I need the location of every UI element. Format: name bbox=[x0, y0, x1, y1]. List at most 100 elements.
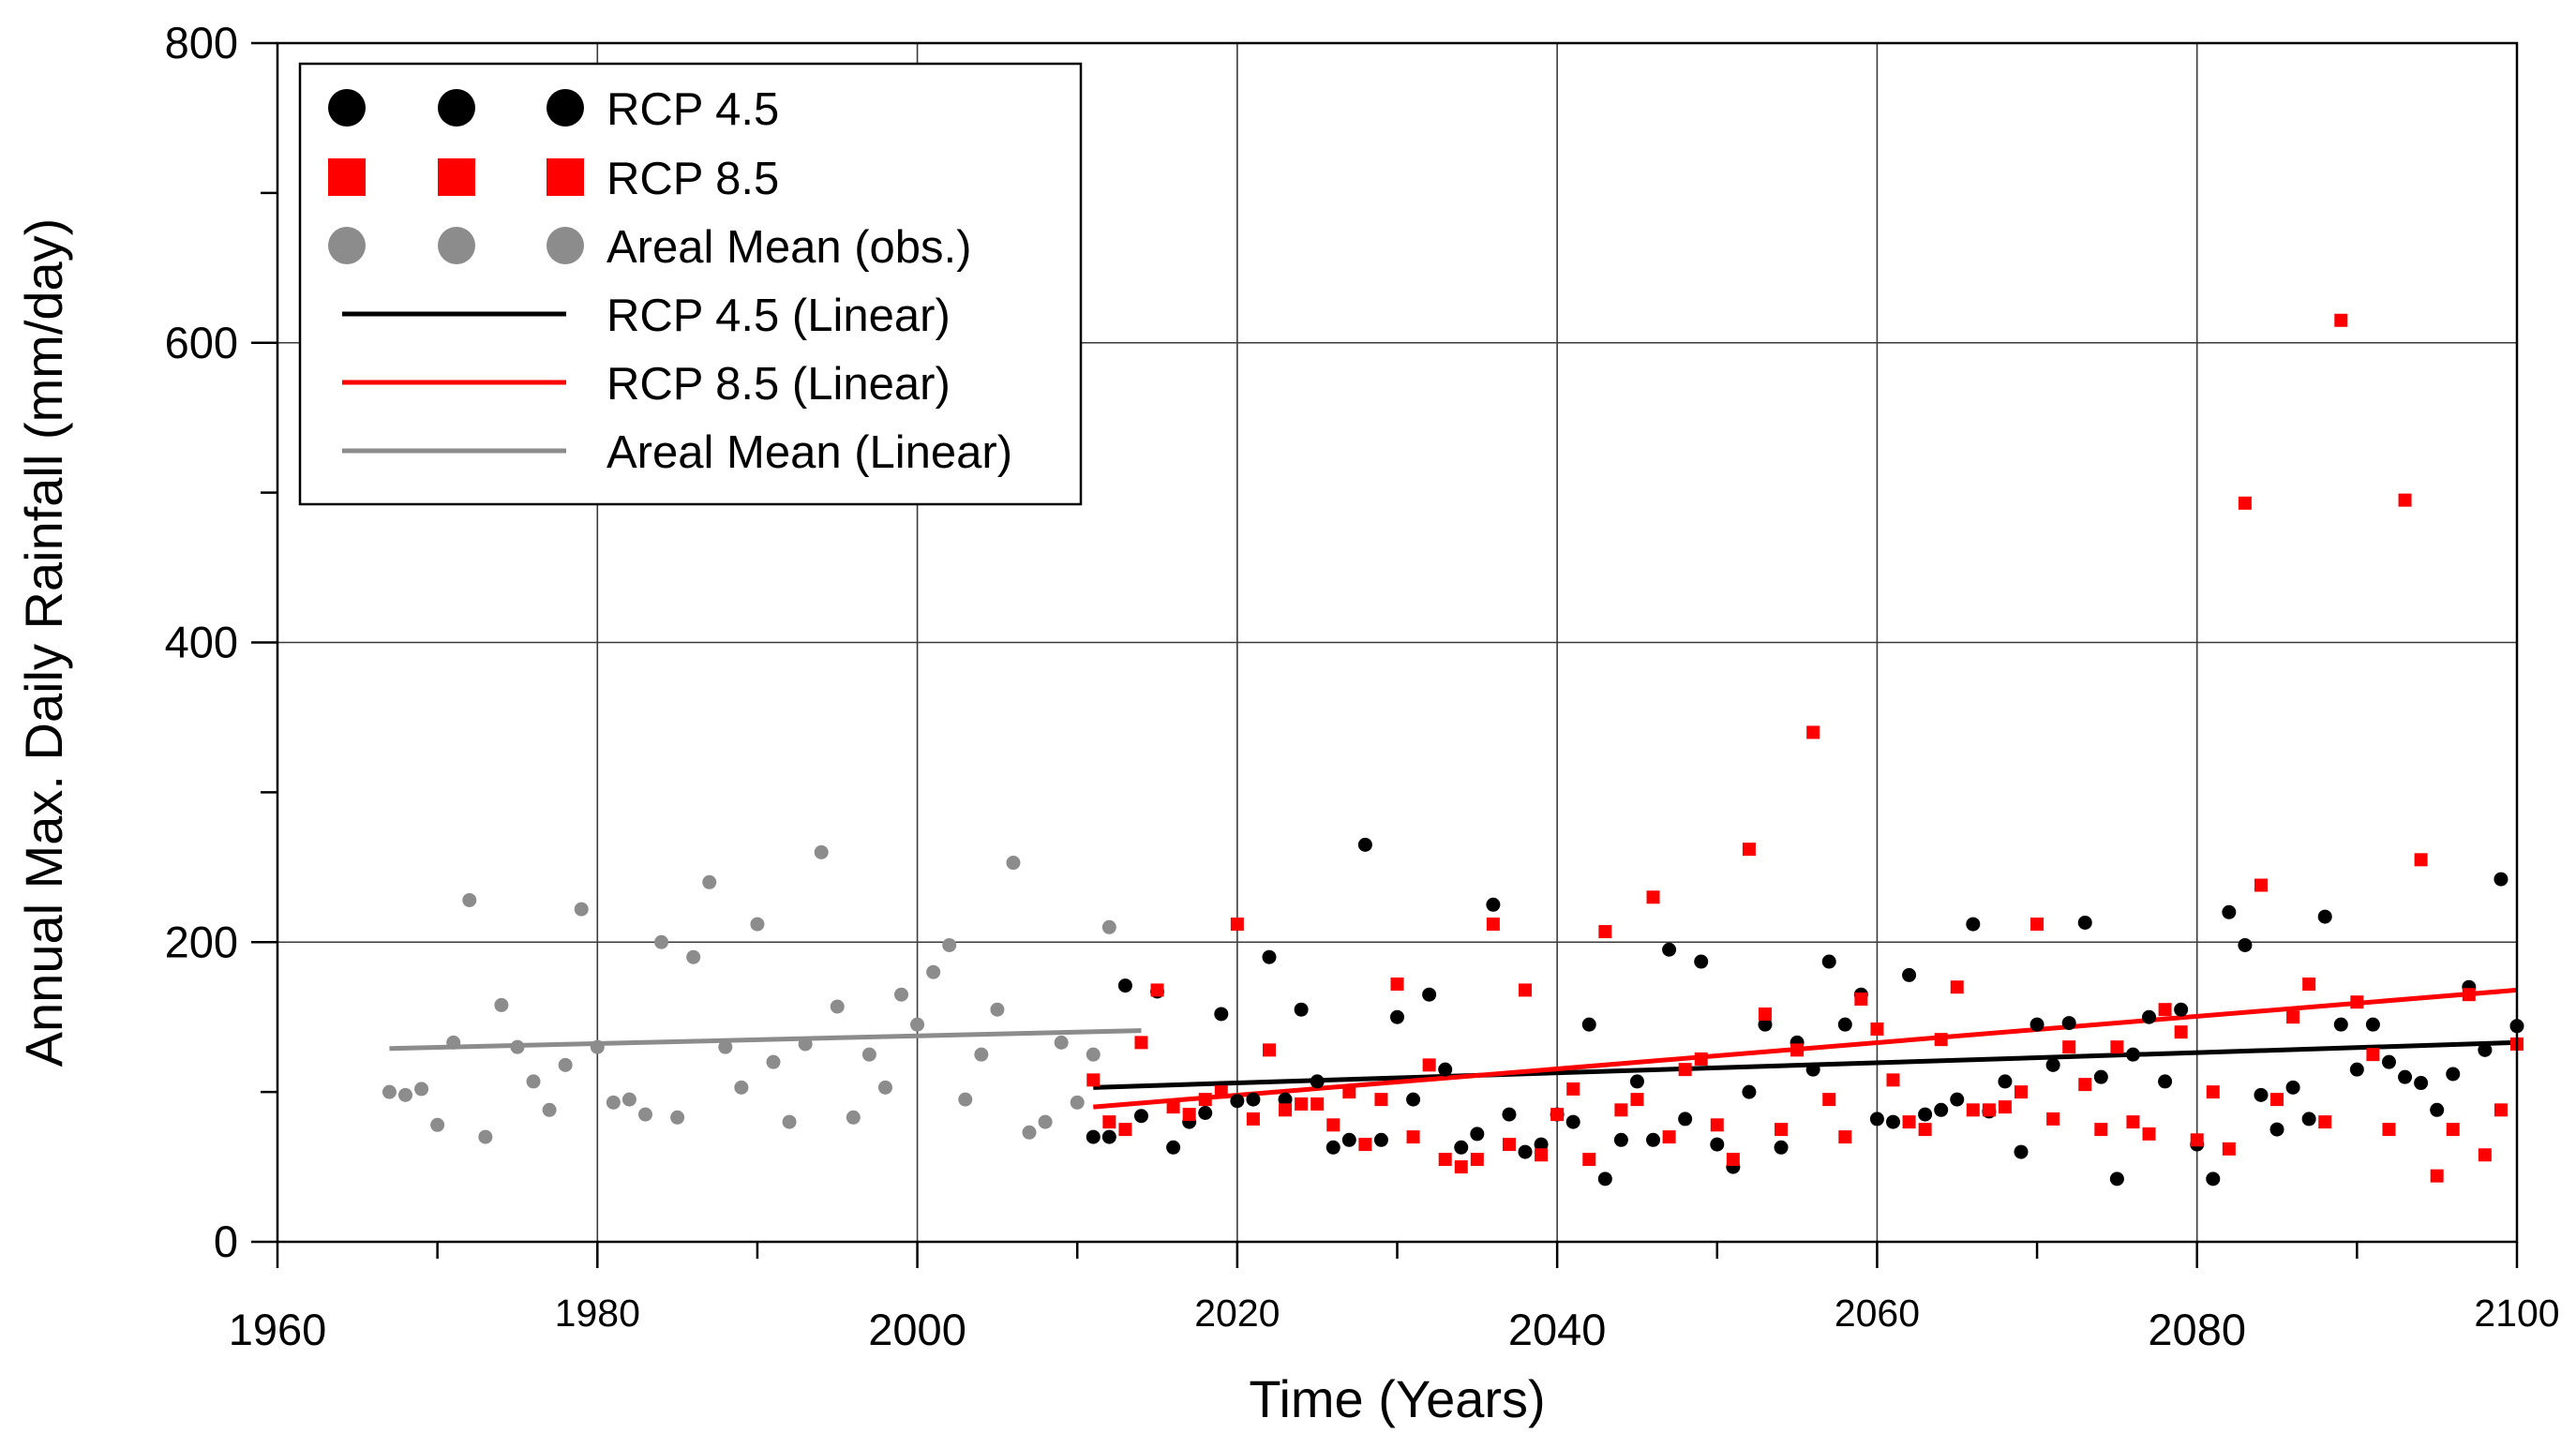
rcp-8-5-point-2084 bbox=[2254, 878, 2268, 892]
rcp-8-5-point-2035 bbox=[1470, 1153, 1484, 1167]
areal-mean-obs-point-1998 bbox=[877, 1080, 892, 1095]
areal-mean-obs-point-1967 bbox=[382, 1084, 397, 1099]
legend-label-rcp85-linear: RCP 8.5 (Linear) bbox=[607, 359, 951, 410]
rcp-8-5-point-2042 bbox=[1582, 1153, 1596, 1167]
rcp-8-5-point-2052 bbox=[1742, 843, 1756, 857]
rcp-8-5-point-2055 bbox=[1790, 1043, 1805, 1057]
legend-entry-areal-mean-obs bbox=[328, 227, 584, 264]
areal-mean-obs-point-1988 bbox=[718, 1039, 733, 1054]
areal-mean-obs-point-1987 bbox=[702, 874, 717, 889]
rcp-4-5-point-2086 bbox=[2285, 1080, 2300, 1095]
rcp-4-5-point-2060 bbox=[1869, 1112, 1884, 1127]
legend-swatch-circle bbox=[438, 227, 475, 264]
rcp-4-5-point-2066 bbox=[1966, 917, 1981, 932]
rcp-4-5-point-2084 bbox=[2254, 1087, 2269, 1102]
rcp-8-5-point-2070 bbox=[2030, 918, 2044, 932]
areal-mean-obs-point-2002 bbox=[942, 937, 957, 952]
areal-mean-obs-point-1994 bbox=[814, 844, 829, 859]
rcp-4-5-point-2070 bbox=[2029, 1017, 2044, 1032]
areal-mean-obs-point-1991 bbox=[766, 1054, 781, 1069]
y-tick-label-800: 800 bbox=[165, 18, 238, 67]
x-tick-label-1980: 1980 bbox=[555, 1291, 640, 1335]
rcp-8-5-point-2091 bbox=[2366, 1048, 2380, 1062]
rcp-8-5-point-2081 bbox=[2206, 1085, 2220, 1099]
x-axis-title: Time (Years) bbox=[1249, 1369, 1545, 1428]
rcp-8-5-point-2031 bbox=[1406, 1130, 1420, 1144]
areal-mean-obs-point-2003 bbox=[958, 1092, 973, 1107]
rcp-8-5-point-2013 bbox=[1118, 1123, 1132, 1137]
rcp-4-5-point-2012 bbox=[1101, 1129, 1116, 1144]
areal-mean-obs-point-2001 bbox=[926, 964, 941, 979]
rcp-4-5-point-2049 bbox=[1694, 954, 1709, 969]
legend-swatch-circle bbox=[547, 227, 584, 264]
rcp-8-5-point-2020 bbox=[1230, 918, 1244, 932]
rcp-4-5-point-2079 bbox=[2174, 1002, 2189, 1017]
y-tick-label-400: 400 bbox=[165, 618, 238, 667]
rcp-8-5-point-2023 bbox=[1279, 1103, 1293, 1117]
rcp-8-5-point-2075 bbox=[2110, 1040, 2124, 1054]
rcp-4-5-point-2083 bbox=[2238, 937, 2253, 952]
rcp-8-5-point-2041 bbox=[1566, 1082, 1580, 1096]
areal-mean-obs-point-1976 bbox=[526, 1074, 541, 1089]
areal-mean-obs-point-1986 bbox=[686, 949, 701, 964]
areal-mean-obs-point-1993 bbox=[798, 1037, 813, 1052]
rcp-8-5-point-2090 bbox=[2350, 995, 2364, 1009]
areal-mean-obs-point-1970 bbox=[430, 1117, 445, 1132]
rcp-4-5-point-2090 bbox=[2349, 1062, 2364, 1077]
rcp-4-5-point-2064 bbox=[1934, 1102, 1949, 1117]
rcp-8-5-point-2082 bbox=[2222, 1142, 2236, 1156]
rcp-8-5-point-2096 bbox=[2446, 1123, 2460, 1137]
rcp-4-5-point-2078 bbox=[2158, 1074, 2173, 1089]
rcp-8-5-point-2074 bbox=[2094, 1123, 2108, 1137]
rcp-4-5-point-2069 bbox=[2014, 1144, 2029, 1159]
rcp-4-5-point-2030 bbox=[1390, 1009, 1404, 1024]
areal-mean-obs-point-1980 bbox=[590, 1039, 605, 1054]
rcp-8-5-point-2068 bbox=[1998, 1100, 2012, 1114]
rcp-4-5-point-2050 bbox=[1710, 1137, 1725, 1152]
rcp-8-5-point-2036 bbox=[1486, 918, 1500, 932]
rcp-8-5-linear-trend-line bbox=[1093, 987, 2518, 1110]
areal-mean-obs-point-1989 bbox=[734, 1080, 749, 1095]
areal-mean-obs-point-1995 bbox=[830, 999, 845, 1014]
rcp-8-5-point-2040 bbox=[1550, 1108, 1565, 1122]
rcp-8-5-point-2034 bbox=[1454, 1160, 1468, 1174]
rcp-4-5-point-2033 bbox=[1438, 1062, 1453, 1077]
legend-entry-rcp85 bbox=[328, 158, 584, 196]
areal-mean-linear-trend-line bbox=[389, 1028, 1142, 1052]
rcp-4-5-point-2044 bbox=[1613, 1132, 1628, 1147]
rcp-8-5-point-2063 bbox=[1918, 1123, 1932, 1137]
rcp-8-5-point-2033 bbox=[1438, 1153, 1452, 1167]
legend-swatch-circle bbox=[438, 89, 475, 127]
rcp-4-5-point-2014 bbox=[1133, 1109, 1148, 1124]
rcp-8-5-point-2032 bbox=[1422, 1058, 1436, 1072]
rcp-4-5-point-2021 bbox=[1246, 1092, 1261, 1107]
rcp-8-5-point-2099 bbox=[2494, 1103, 2508, 1117]
legend-swatch-circle bbox=[547, 89, 584, 127]
rcp-8-5-point-2093 bbox=[2398, 493, 2412, 507]
y-axis-title: Annual Max. Daily Rainfall (mm/day) bbox=[14, 218, 73, 1067]
rcp-4-5-point-2018 bbox=[1198, 1106, 1213, 1121]
areal-mean-obs-point-1985 bbox=[670, 1110, 685, 1125]
areal-mean-obs-point-2008 bbox=[1038, 1114, 1053, 1129]
rcp-4-5-point-2099 bbox=[2494, 872, 2509, 887]
rcp-8-5-point-2044 bbox=[1614, 1103, 1628, 1117]
rcp-8-5-point-2027 bbox=[1342, 1085, 1356, 1099]
rcp-4-5-point-2020 bbox=[1230, 1094, 1245, 1109]
rcp-4-5-point-2071 bbox=[2045, 1057, 2060, 1072]
rcp-8-5-point-2058 bbox=[1838, 1130, 1852, 1144]
areal-mean-obs-point-1977 bbox=[542, 1102, 557, 1117]
rcp-4-5-point-2085 bbox=[2269, 1122, 2284, 1137]
rcp-4-5-point-2061 bbox=[1885, 1114, 1900, 1129]
areal-mean-obs-point-2009 bbox=[1054, 1035, 1069, 1050]
rcp-4-5-point-2037 bbox=[1502, 1107, 1517, 1122]
rcp-4-5-point-2068 bbox=[1998, 1074, 2013, 1089]
rcp-4-5-point-2093 bbox=[2398, 1069, 2413, 1084]
rcp-8-5-point-2086 bbox=[2286, 1010, 2300, 1024]
rcp-4-5-point-2052 bbox=[1742, 1084, 1757, 1099]
areal-mean-obs-point-1974 bbox=[494, 997, 509, 1012]
rcp-8-5-point-2014 bbox=[1134, 1036, 1148, 1050]
rcp-4-5-point-2065 bbox=[1950, 1092, 1965, 1107]
rcp-8-5-point-2024 bbox=[1295, 1097, 1309, 1111]
areal-mean-obs-point-1979 bbox=[574, 902, 589, 917]
